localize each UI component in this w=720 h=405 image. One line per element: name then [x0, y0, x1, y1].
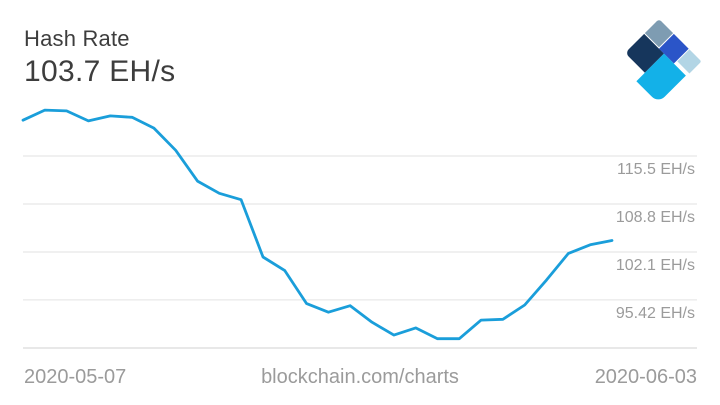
gridlines [23, 155, 697, 301]
hashrate-series-line[interactable] [21, 108, 614, 341]
x-axis-end-date: 2020-06-03 [594, 366, 697, 388]
chart-title: Hash Rate [24, 26, 130, 51]
watermark-link: blockchain.com/charts [261, 366, 459, 388]
y-axis-label: 95.42 EH/s [616, 305, 695, 322]
y-axis-label: 115.5 EH/s [617, 161, 695, 178]
y-axis-label: 108.8 EH/s [616, 209, 695, 226]
x-axis-start-date: 2020-05-07 [24, 366, 127, 388]
y-axis-label: 102.1 EH/s [616, 257, 695, 274]
current-value: 103.7 EH/s [24, 55, 176, 88]
